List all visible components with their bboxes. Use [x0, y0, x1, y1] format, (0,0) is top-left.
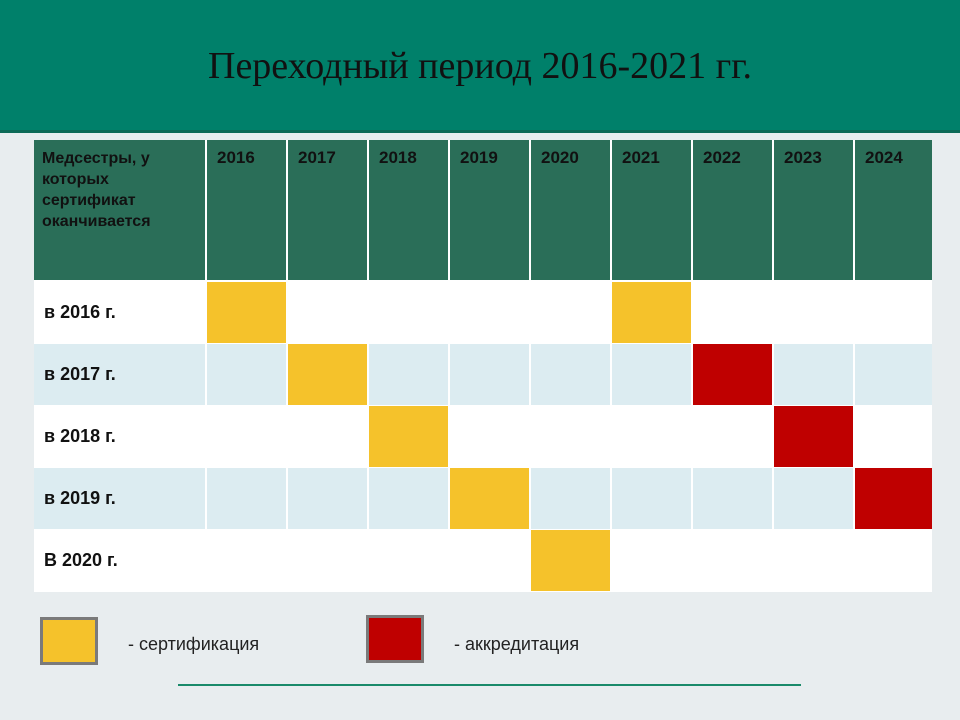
empty-cell [692, 467, 774, 530]
row-label: в 2016 г. [34, 281, 207, 344]
row-header-label: Медсестры, у которых сертификат оканчива… [34, 140, 207, 282]
title-bar: Переходный период 2016-2021 гг. [0, 0, 960, 133]
empty-cell [773, 467, 855, 530]
empty-cell [449, 405, 531, 468]
empty-cell [206, 529, 288, 592]
empty-cell [206, 467, 288, 530]
year-header: 2021 [611, 140, 693, 282]
year-header: 2019 [449, 140, 531, 282]
empty-cell [611, 405, 693, 468]
table-body: в 2016 г. в 2017 г. в 2018 г. в 2019 г. В 20… [34, 281, 932, 592]
year-header: 2022 [692, 140, 774, 282]
table-row: В 2020 г. [34, 529, 932, 592]
legend-certification-label: - сертификация [128, 634, 260, 654]
empty-cell [854, 281, 932, 344]
empty-cell [368, 281, 450, 344]
empty-cell [854, 343, 932, 406]
empty-cell [530, 405, 612, 468]
title-bar-background [0, 0, 960, 130]
certification-cell [530, 529, 612, 592]
footer-divider [178, 684, 801, 686]
year-header: 2023 [773, 140, 855, 282]
empty-cell [773, 343, 855, 406]
empty-cell [449, 343, 531, 406]
empty-cell [206, 343, 288, 406]
empty-cell [368, 529, 450, 592]
empty-cell [287, 467, 369, 530]
table-row: в 2019 г. [34, 467, 932, 530]
legend-certification-swatch [40, 617, 98, 665]
certification-cell [287, 343, 369, 406]
row-label: в 2017 г. [34, 343, 207, 406]
empty-cell [287, 281, 369, 344]
empty-cell [773, 281, 855, 344]
table-row: в 2018 г. [34, 405, 932, 468]
year-header: 2024 [854, 140, 932, 282]
empty-cell [530, 281, 612, 344]
empty-cell [449, 529, 531, 592]
transition-schedule-table: Медсестры, у которых сертификат оканчива… [34, 140, 932, 592]
empty-cell [773, 529, 855, 592]
certification-cell [611, 281, 693, 344]
empty-cell [611, 343, 693, 406]
empty-cell [368, 467, 450, 530]
title-bar-divider [0, 130, 960, 133]
empty-cell [368, 343, 450, 406]
empty-cell [611, 529, 693, 592]
empty-cell [854, 529, 932, 592]
year-header: 2020 [530, 140, 612, 282]
accreditation-cell [773, 405, 855, 468]
accreditation-cell [692, 343, 774, 406]
empty-cell [206, 405, 288, 468]
empty-cell [692, 281, 774, 344]
certification-cell [368, 405, 450, 468]
empty-cell [530, 467, 612, 530]
empty-cell [692, 529, 774, 592]
empty-cell [287, 529, 369, 592]
empty-cell [692, 405, 774, 468]
year-header: 2018 [368, 140, 450, 282]
accreditation-cell [854, 467, 932, 530]
empty-cell [530, 343, 612, 406]
page-title: Переходный период 2016-2021 гг. [208, 45, 752, 87]
row-label: в 2019 г. [34, 467, 207, 530]
table-header-row: Медсестры, у которых сертификат оканчива… [34, 140, 932, 282]
legend-accreditation-label: - аккредитация [454, 634, 580, 654]
certification-cell [449, 467, 531, 530]
row-label: В 2020 г. [34, 529, 207, 592]
certification-cell [206, 281, 288, 344]
table-row: в 2017 г. [34, 343, 932, 406]
empty-cell [287, 405, 369, 468]
table-row: в 2016 г. [34, 281, 932, 344]
legend-accreditation-swatch [366, 615, 424, 663]
row-label: в 2018 г. [34, 405, 207, 468]
year-header: 2017 [287, 140, 369, 282]
empty-cell [611, 467, 693, 530]
year-header: 2016 [206, 140, 288, 282]
empty-cell [449, 281, 531, 344]
empty-cell [854, 405, 932, 468]
